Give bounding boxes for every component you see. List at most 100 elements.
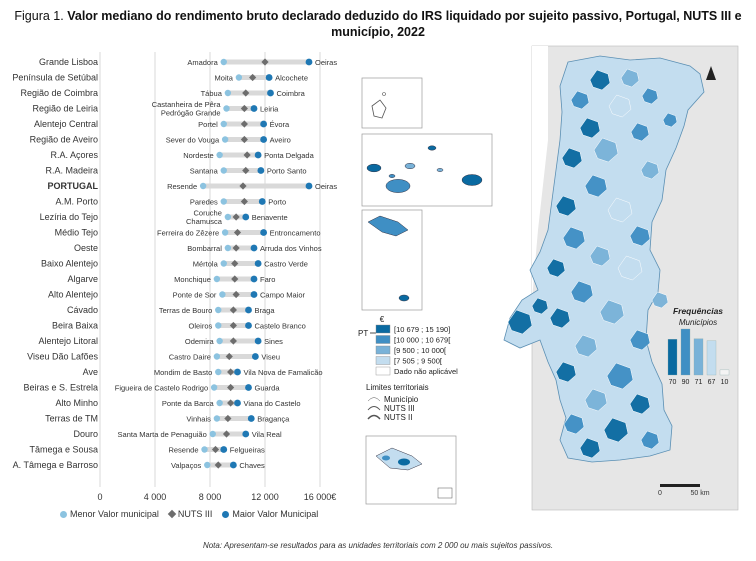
min-point (220, 198, 227, 205)
inset-frame-limits (365, 435, 457, 505)
min-label: Terras de Bouro (159, 306, 212, 315)
x-tick-label: 16 000€ (304, 492, 337, 502)
region-label: Oeste (74, 243, 98, 253)
max-point (250, 105, 258, 112)
inset-locator (437, 487, 453, 499)
max-point (245, 322, 252, 329)
min-point (213, 415, 221, 422)
limit-line-symbol (367, 397, 381, 402)
max-point (258, 198, 266, 205)
min-label: Nordeste (183, 151, 213, 160)
nuts-marker (231, 259, 239, 268)
legend-max-label: Maior Valor Municipal (232, 509, 319, 519)
nuts-marker (227, 368, 235, 376)
legend-min: Menor Valor municipal (60, 509, 159, 519)
island-insets (361, 77, 493, 505)
max-point (242, 430, 250, 438)
region-label: Península de Setúbal (12, 73, 98, 83)
frequency-bar (667, 339, 678, 376)
municipality-patch (620, 68, 640, 88)
nuts-marker (232, 213, 240, 221)
min-point (235, 74, 243, 81)
municipality-patch (630, 122, 650, 142)
min-label: Tábua (201, 89, 223, 98)
max-label: Felgueiras (230, 446, 265, 455)
max-label: Viana do Castelo (244, 399, 301, 408)
max-label: Évora (270, 120, 290, 129)
max-point (250, 291, 258, 298)
municipality-patch (546, 258, 566, 278)
nuts-marker (240, 120, 248, 128)
min-label: Castanheira de Pêra Pedrógão Grande (152, 100, 222, 118)
max-point (250, 244, 258, 252)
municipality-patch (629, 393, 651, 415)
nuts-marker (224, 414, 232, 423)
frequency-chart: Frequências Municípios 70 90 71 67 10 (667, 306, 730, 386)
frequency-value: 70 (669, 379, 677, 386)
max-point (229, 461, 237, 469)
legend-swatch (375, 335, 391, 344)
max-label: Guarda (255, 384, 281, 393)
x-tick-label: 8 000 (199, 492, 222, 502)
min-point (220, 120, 227, 128)
region-label: Terras de TM (45, 414, 98, 424)
municipality-patch (574, 334, 598, 358)
region-label: A. Tâmega e Barroso (13, 460, 98, 470)
region-label: Médio Tejo (55, 228, 98, 238)
municipality-patch (599, 299, 625, 325)
municipality-patch (555, 361, 577, 383)
min-label: Vinhais (186, 415, 211, 424)
min-point (201, 446, 208, 453)
municipality-patch (662, 112, 678, 128)
max-point (247, 415, 255, 422)
municipality-patch (562, 226, 586, 250)
figure-title: Figura 1. Valor mediano do rendimento br… (0, 8, 756, 40)
region-label: Alto Minho (55, 398, 98, 408)
min-point (221, 136, 229, 143)
min-point (219, 291, 226, 298)
region-label: Cávado (67, 305, 98, 315)
min-label: Oleiros (188, 322, 212, 331)
min-label: Mondim de Basto (154, 368, 212, 377)
municipality-patch (640, 430, 660, 450)
legend-class-label: [9 500 ; 10 000[ (394, 346, 447, 355)
min-point (216, 337, 223, 345)
legend-pt-label: PT (358, 329, 368, 338)
min-label: Ferreira do Zêzere (157, 229, 219, 238)
max-point (260, 120, 268, 128)
max-label: Faro (260, 275, 275, 284)
nuts-marker (229, 306, 237, 314)
municipality-patch (589, 245, 611, 267)
x-tick-label: 4 000 (144, 492, 167, 502)
island-shape (382, 92, 386, 96)
nuts-marker (225, 352, 233, 361)
limit-label: Município (384, 395, 419, 404)
region-label: A.M. Porto (55, 197, 98, 207)
min-point (215, 368, 222, 376)
max-label: Coimbra (277, 89, 306, 98)
municipality-patch (563, 413, 585, 435)
region-label: Alentejo Litoral (38, 336, 98, 346)
nuts-marker (240, 135, 248, 144)
max-label: Sines (264, 337, 283, 346)
scale-label: 50 km (690, 490, 709, 497)
min-point (204, 461, 211, 469)
figure-label: Figura 1. (14, 9, 64, 23)
dot-range-chart: 0 4 000 8 000 12 000 16 000€ Grande Lisboa Ama… (12, 52, 337, 502)
municipality-patch (555, 195, 577, 217)
map-legend: € PT [10 679 ; 15 190] [10 000 ; 10 679[[9 … (358, 315, 458, 422)
max-point (234, 368, 241, 376)
region-label: Viseu Dão Lafões (27, 352, 98, 362)
island-shape (388, 174, 396, 178)
max-label: Vila Real (252, 430, 282, 439)
legend-class-label: [7 505 ; 9 500[ (394, 357, 443, 366)
max-label: Arruda dos Vinhos (260, 244, 322, 253)
min-point (213, 275, 221, 283)
min-label: Valpaços (171, 461, 202, 470)
min-point (199, 182, 207, 190)
footnote: Nota: Apresentam-se resultados para as u… (202, 541, 554, 550)
frequency-title: Frequências (673, 306, 723, 316)
legend-nuts-label: NUTS III (177, 509, 213, 519)
nuts-marker (211, 445, 220, 454)
max-label: Oeiras (315, 58, 337, 67)
